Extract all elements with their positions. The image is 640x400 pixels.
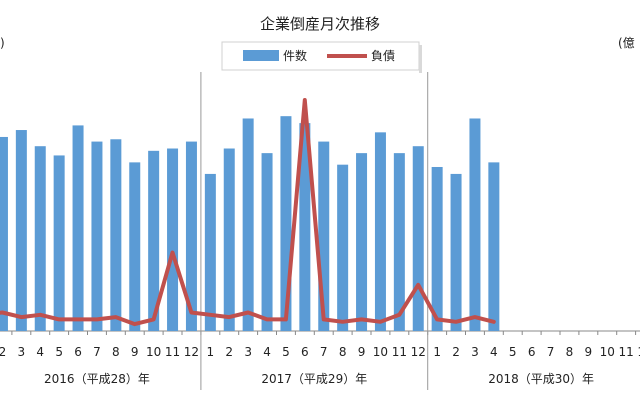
year-group-label: 2018（平成30）年 bbox=[488, 372, 594, 386]
legend-box-shadow bbox=[419, 45, 422, 73]
legend-bar-label: 件数 bbox=[283, 48, 307, 63]
legend: 件数 負債 bbox=[221, 41, 422, 73]
x-tick-label: 8 bbox=[339, 345, 347, 359]
left-axis-label-partial: ) bbox=[0, 36, 5, 50]
x-tick-label: 10 bbox=[373, 345, 388, 359]
bar-kensuu bbox=[91, 141, 103, 331]
x-tick-label: 11 bbox=[165, 345, 180, 359]
bar-kensuu bbox=[34, 146, 46, 331]
x-tick-label: 9 bbox=[585, 345, 593, 359]
x-tick-label: 6 bbox=[74, 345, 82, 359]
x-tick-label: 4 bbox=[490, 345, 498, 359]
bar-kensuu bbox=[110, 139, 122, 331]
x-tick-label: 6 bbox=[528, 345, 536, 359]
bar-kensuu bbox=[469, 118, 481, 331]
x-tick-label: 9 bbox=[131, 345, 139, 359]
x-tick-label: 5 bbox=[282, 345, 290, 359]
year-group-label: 2017（平成29）年 bbox=[261, 372, 367, 386]
x-tick-label: 7 bbox=[93, 345, 101, 359]
x-tick-label: 2 bbox=[225, 345, 233, 359]
bar-kensuu bbox=[15, 130, 27, 331]
right-axis-label-partial: (億 bbox=[618, 36, 635, 50]
year-group-label: 2016（平成28）年 bbox=[44, 372, 150, 386]
legend-line-label: 負債 bbox=[371, 48, 395, 63]
bar-kensuu bbox=[299, 123, 311, 331]
bar-kensuu bbox=[412, 146, 424, 331]
x-tick-label: 10 bbox=[600, 345, 615, 359]
x-tick-label: 10 bbox=[146, 345, 161, 359]
bar-kensuu bbox=[280, 116, 292, 331]
x-tick-label: 12 bbox=[637, 345, 640, 359]
plot-area: 2 3 4 5 6 7 8 9 10 11 12 1 2 3 4 5 6 7 8 9 10 11 12 1 2 3 4 5 6 7 8 9 10… bbox=[0, 72, 640, 390]
x-tick-label: 2 bbox=[452, 345, 460, 359]
bar-kensuu bbox=[53, 155, 65, 331]
bar-kensuu bbox=[148, 150, 160, 331]
x-tick-label: 4 bbox=[263, 345, 271, 359]
x-tick-label: 5 bbox=[55, 345, 63, 359]
bar-kensuu bbox=[223, 148, 235, 331]
x-tick-label: 5 bbox=[509, 345, 517, 359]
x-tick-label: 7 bbox=[547, 345, 555, 359]
x-tick-label: 8 bbox=[112, 345, 120, 359]
bar-kensuu bbox=[261, 153, 273, 331]
bar-kensuu bbox=[318, 141, 330, 331]
x-tick-label: 1 bbox=[207, 345, 215, 359]
x-tick-label: 3 bbox=[471, 345, 479, 359]
bar-kensuu bbox=[450, 173, 462, 331]
bar-kensuu bbox=[204, 173, 216, 331]
x-tick-label: 3 bbox=[244, 345, 252, 359]
bar-kensuu bbox=[167, 148, 179, 331]
x-tick-label: 12 bbox=[184, 345, 199, 359]
bar-kensuu bbox=[185, 141, 197, 331]
bar-kensuu bbox=[129, 162, 141, 331]
x-tick-label: 1 bbox=[433, 345, 441, 359]
x-tick-label: 9 bbox=[358, 345, 366, 359]
x-tick-label: 2 bbox=[0, 345, 6, 359]
bar-kensuu bbox=[431, 166, 443, 331]
bar-kensuu bbox=[393, 153, 405, 331]
bar-kensuu bbox=[374, 132, 386, 331]
x-tick-label: 4 bbox=[36, 345, 44, 359]
bar-kensuu bbox=[242, 118, 254, 331]
bar-kensuu bbox=[488, 162, 500, 331]
x-tick-label: 12 bbox=[411, 345, 426, 359]
bar-kensuu bbox=[72, 125, 84, 331]
bar-kensuu bbox=[337, 164, 349, 331]
x-tick-label: 3 bbox=[18, 345, 26, 359]
bar-kensuu bbox=[356, 153, 368, 331]
legend-bar-swatch bbox=[243, 50, 279, 61]
x-tick-label: 11 bbox=[619, 345, 634, 359]
x-tick-label: 8 bbox=[566, 345, 574, 359]
line-fusai bbox=[0, 98, 496, 327]
bar-kensuu bbox=[0, 136, 8, 331]
x-tick-label: 7 bbox=[320, 345, 328, 359]
x-tick-label: 11 bbox=[392, 345, 407, 359]
chart-title: 企業倒産月次推移 bbox=[260, 15, 380, 33]
x-tick-label: 6 bbox=[301, 345, 309, 359]
